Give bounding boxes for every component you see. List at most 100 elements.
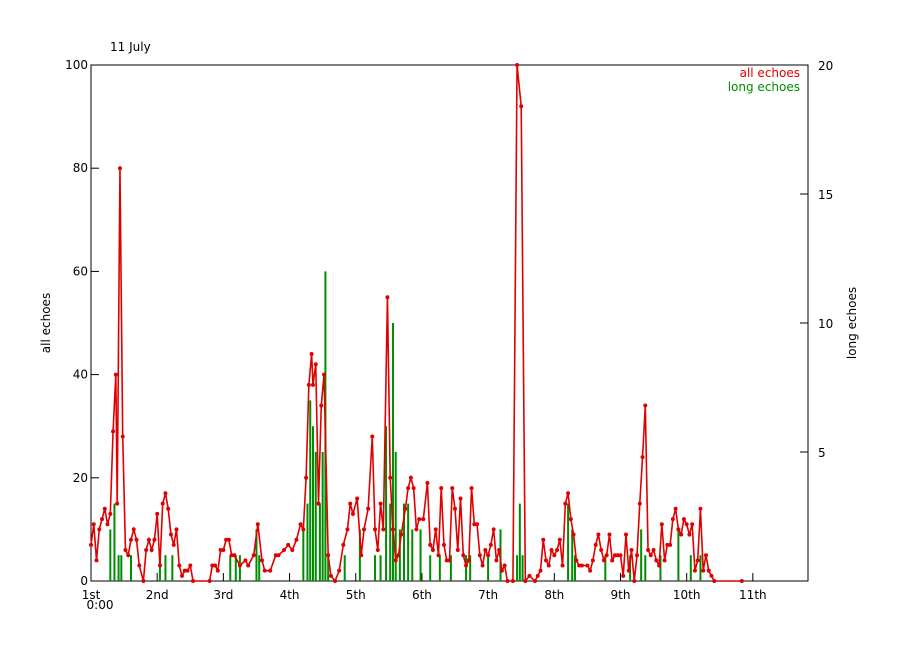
bar	[394, 452, 397, 581]
bar	[438, 555, 441, 581]
point	[491, 527, 496, 532]
bar	[327, 555, 330, 581]
point	[146, 537, 151, 542]
bar	[171, 555, 174, 581]
point	[177, 563, 182, 568]
bar	[402, 503, 405, 581]
point	[665, 542, 670, 547]
point	[232, 553, 237, 558]
point	[439, 486, 444, 491]
bar	[407, 503, 410, 581]
point	[444, 558, 449, 563]
point	[411, 486, 416, 491]
point	[126, 553, 131, 558]
point	[461, 553, 466, 558]
point	[544, 558, 549, 563]
bar	[389, 503, 392, 581]
bar	[640, 529, 643, 581]
bar	[314, 452, 317, 581]
point	[108, 511, 113, 516]
bar	[113, 503, 116, 581]
x-tick-label: 11th	[739, 588, 767, 602]
point	[366, 506, 371, 511]
point	[182, 568, 187, 573]
point	[739, 579, 744, 583]
point	[310, 382, 315, 387]
point	[414, 527, 419, 532]
x-tick-label: 1st	[82, 588, 101, 602]
point	[436, 553, 441, 558]
point	[160, 501, 165, 506]
bar	[234, 555, 237, 581]
point	[120, 434, 125, 439]
point	[134, 537, 139, 542]
point	[191, 579, 196, 583]
point	[607, 532, 612, 537]
point	[341, 542, 346, 547]
point	[306, 382, 311, 387]
point	[610, 558, 615, 563]
x-tick-label: 8th	[544, 588, 564, 602]
point	[381, 527, 386, 532]
point	[276, 553, 281, 558]
point	[546, 563, 551, 568]
point	[560, 563, 565, 568]
bar	[449, 555, 452, 581]
point	[510, 579, 515, 583]
point	[676, 527, 681, 532]
point	[255, 522, 260, 527]
bar	[238, 555, 241, 581]
y-axis-label: all echoes	[39, 293, 53, 353]
bar	[629, 555, 632, 581]
point	[348, 501, 353, 506]
point	[388, 475, 393, 480]
point	[328, 573, 333, 578]
bar	[689, 555, 692, 581]
point	[111, 429, 116, 434]
point	[417, 517, 422, 522]
bar	[429, 555, 432, 581]
point	[313, 362, 318, 367]
x-tick-label: 5th	[346, 588, 366, 602]
point	[355, 496, 360, 501]
point	[632, 579, 637, 583]
point	[207, 579, 212, 583]
point	[345, 527, 350, 532]
x-tick-label: 9th	[611, 588, 631, 602]
y2-axis-label: long echoes	[845, 287, 859, 359]
point	[687, 532, 692, 537]
point	[215, 568, 220, 573]
point	[692, 568, 697, 573]
point	[319, 403, 324, 408]
point	[131, 527, 136, 532]
point	[527, 573, 532, 578]
bar	[374, 555, 377, 581]
bar	[571, 529, 574, 581]
point	[475, 522, 480, 527]
point	[105, 522, 110, 527]
y-tick-label: 100	[65, 58, 88, 72]
bar	[120, 555, 123, 581]
point	[679, 532, 684, 537]
point	[226, 537, 231, 542]
point	[141, 579, 146, 583]
point	[399, 532, 404, 537]
point	[701, 568, 706, 573]
point	[703, 553, 708, 558]
point	[337, 568, 342, 573]
point	[123, 548, 128, 553]
point	[425, 480, 430, 485]
point	[421, 517, 426, 522]
point	[243, 558, 248, 563]
bar	[699, 555, 702, 581]
point	[640, 455, 645, 460]
point	[458, 496, 463, 501]
point	[185, 568, 190, 573]
point	[541, 537, 546, 542]
point	[362, 527, 367, 532]
point	[709, 573, 714, 578]
point	[152, 537, 157, 542]
bar	[677, 529, 680, 581]
point	[251, 553, 256, 558]
point	[174, 527, 179, 532]
